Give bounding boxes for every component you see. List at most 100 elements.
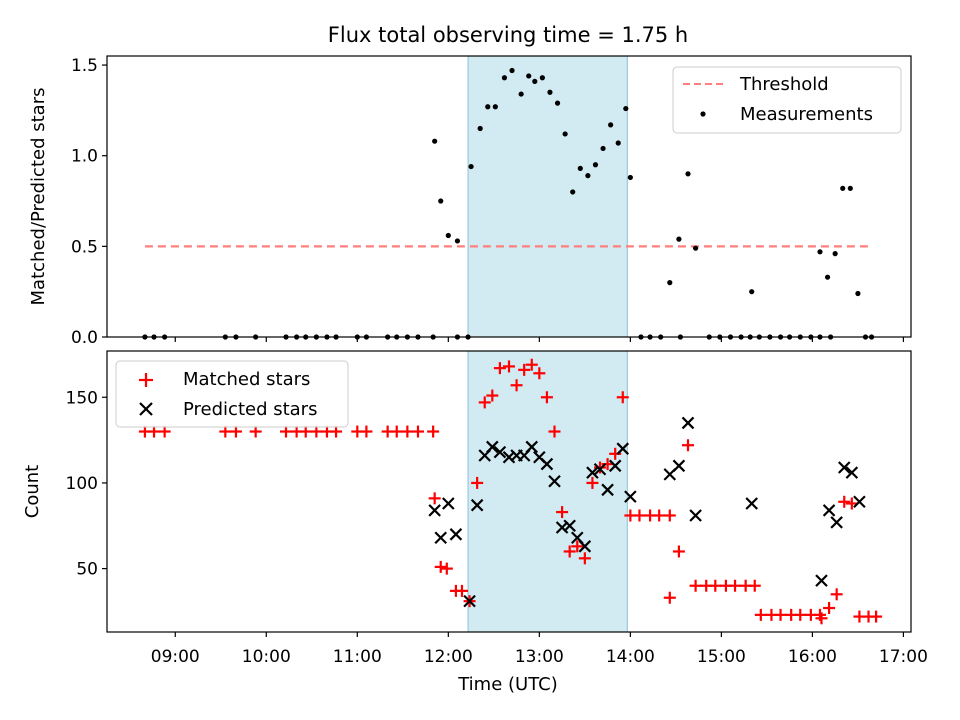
measurement-point [501,75,508,81]
predicted-star-point [470,498,484,512]
matched-star-point [390,425,403,438]
matched-star-point [310,425,323,438]
legend-matched-label: Matched stars [183,369,310,390]
predicted-star-point [463,594,476,608]
x-tick-label: 14:00 [606,647,655,667]
x-tick-label: 12:00 [424,647,473,667]
matched-star-point [486,389,499,402]
x-tick-label: 16:00 [788,647,837,667]
top-legend-box [672,66,902,134]
measurement-point [676,236,682,242]
x-tick-label: 11:00 [333,647,382,667]
measurement-point [532,78,538,84]
x-axis-label: Time (UTC) [457,674,558,695]
bottom-legend: Matched stars Predicted stars [115,360,349,428]
matched-star-point [682,439,695,452]
matched-star-point [709,579,722,592]
matched-star-point [478,396,491,409]
top-y-ticks: 0.0 0.5 1.0 1.5 [71,56,107,348]
predicted-star-point [434,531,448,545]
matched-star-point [729,579,742,592]
matched-star-point [870,610,883,623]
measurement-point [454,238,461,244]
matched-star-point [586,476,599,489]
matched-star-point [754,608,767,621]
predicted-star-point [616,442,630,455]
predicted-star-point [608,459,622,473]
measurement-point [623,105,629,112]
predicted-star-point [815,574,828,587]
predicted-star-point [681,416,695,430]
measurement-point [832,251,838,257]
y-tick-label: 100 [66,474,98,494]
measurement-point [615,140,621,146]
matched-star-point [794,608,807,621]
bottom-legend-box [115,360,349,428]
measurement-point [817,249,823,255]
measurement-point [577,165,583,171]
x-tick-label: 17:00 [879,647,928,667]
measurement-point [485,104,491,110]
matched-star-point [548,425,561,438]
matched-star-point [229,425,242,438]
measurement-point [627,174,633,181]
top-x-ticks [174,337,905,342]
predicted-star-point [601,483,614,497]
predicted-star-point [593,462,607,476]
measurement-point [692,245,699,251]
matched-star-point [774,608,787,621]
matched-star-point [815,612,828,625]
predicted-star-point [853,495,866,509]
matched-star-point [540,391,553,404]
matched-star-point [518,363,531,376]
predicted-star-point [449,528,463,541]
matched-star-point [219,425,232,438]
matched-star-point [533,367,546,380]
matched-star-point [440,562,453,575]
measurement-point [492,104,498,110]
matched-star-point [510,379,523,392]
top-observing-span [467,55,628,338]
x-tick-label: 13:00 [515,647,564,667]
legend-predicted-label: Predicted stars [183,399,317,420]
predicted-star-point [624,490,637,503]
predicted-star-point [745,497,758,510]
matched-star-point [672,545,685,558]
matched-star-point [427,425,440,438]
predicted-star-point [428,504,441,517]
top-y-axis-label: Matched/Predicted stars [28,88,49,306]
predicted-star-point [830,516,843,529]
matched-star-point [158,425,171,438]
measurement-point [468,163,474,170]
predicted-star-point [672,459,686,473]
matched-star-point [616,391,629,404]
measurement-point [685,171,691,177]
matched-star-point [823,602,836,615]
predicted-star-point [578,540,592,553]
matched-star-point [830,588,843,601]
y-tick-label: 150 [66,388,98,408]
legend-matched-swatch [139,373,153,387]
predicted-star-point [586,466,599,479]
predicted-star-point [486,440,499,454]
legend-predicted-swatch [139,402,153,416]
y-tick-label: 1.0 [71,147,98,167]
predicted-star-point [837,461,851,474]
x-tick-label: 10:00 [242,647,291,667]
measurement-point [592,162,599,168]
matched-star-point [299,425,312,438]
predicted-stars-points [428,416,866,608]
measurement-point [432,138,438,144]
measurement-point [562,131,568,137]
predicted-star-point [845,466,859,479]
matched-star-point [663,591,676,604]
measurement-point [600,145,606,152]
predicted-star-point [442,497,455,510]
matched-star-point [503,360,515,373]
matched-star-point [633,509,646,522]
top-legend: Threshold Measurements [672,66,902,134]
predicted-star-point [540,457,554,471]
top-panel: 0.0 0.5 1.0 1.5 Matched/Predicted stars Thr… [28,55,912,348]
matched-star-point [455,584,468,597]
